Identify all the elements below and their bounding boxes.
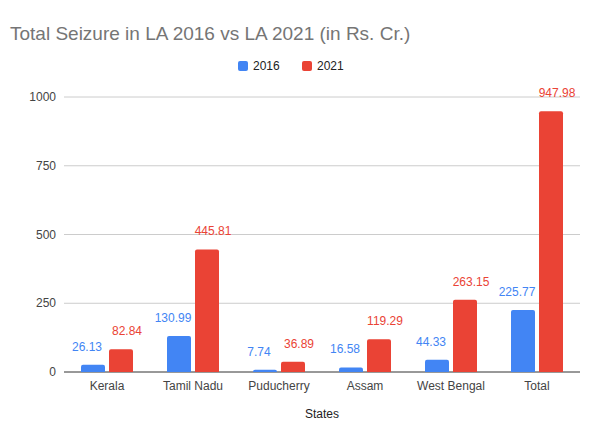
y-tick-label: 750 [36, 159, 56, 173]
bar [539, 111, 563, 372]
x-tick-label: Kerala [90, 379, 125, 393]
grid-line [64, 234, 580, 235]
x-tick-label: Total [524, 379, 549, 393]
bar [339, 367, 363, 372]
baseline [64, 372, 580, 373]
bar [367, 339, 391, 372]
data-label: 44.33 [416, 335, 446, 349]
legend-swatch [302, 61, 312, 71]
x-tick-label: Tamil Nadu [163, 379, 223, 393]
bar [81, 365, 105, 372]
y-tick-label: 250 [36, 296, 56, 310]
data-label: 445.81 [195, 224, 232, 238]
bar [167, 336, 191, 372]
chart-root: Total Seizure in LA 2016 vs LA 2021 (in … [0, 0, 600, 447]
bar [281, 362, 305, 372]
data-label: 26.13 [72, 340, 102, 354]
bar [511, 310, 535, 372]
data-label: 82.84 [112, 324, 142, 338]
x-tick-label: Assam [347, 379, 384, 393]
data-label: 225.77 [499, 285, 536, 299]
data-label: 7.74 [247, 345, 271, 359]
data-label: 130.99 [155, 311, 192, 325]
grid-line [64, 97, 580, 98]
background [0, 0, 600, 447]
title: Total Seizure in LA 2016 vs LA 2021 (in … [10, 23, 410, 44]
y-tick-label: 1000 [29, 90, 56, 104]
grid [64, 97, 580, 372]
data-labels: 26.13 82.84 130.99 445.81 7.74 36.89 16.58 119.… [72, 86, 576, 359]
bar [453, 300, 477, 372]
data-label: 119.29 [367, 314, 403, 328]
bar [195, 249, 219, 372]
bar [425, 360, 449, 372]
bars [81, 111, 563, 372]
chart-svg: Total Seizure in LA 2016 vs LA 2021 (in … [0, 0, 600, 447]
x-tick-label: West Bengal [417, 379, 485, 393]
x-tick-label: Puducherry [248, 379, 309, 393]
legend: 2016 2021 [238, 59, 344, 73]
grid-line [64, 165, 580, 166]
legend-label: 2021 [317, 59, 344, 73]
y-tick-label: 0 [49, 365, 56, 379]
legend-label: 2016 [253, 59, 280, 73]
grid-line [64, 303, 580, 304]
bar [109, 349, 133, 372]
data-label: 947.98 [539, 86, 576, 100]
x-axis-label: States [305, 407, 339, 421]
data-label: 36.89 [284, 337, 314, 351]
bar [253, 370, 277, 372]
y-tick-label: 500 [36, 228, 56, 242]
data-label: 16.58 [330, 342, 360, 356]
data-label: 263.15 [453, 275, 490, 289]
legend-swatch [238, 61, 248, 71]
